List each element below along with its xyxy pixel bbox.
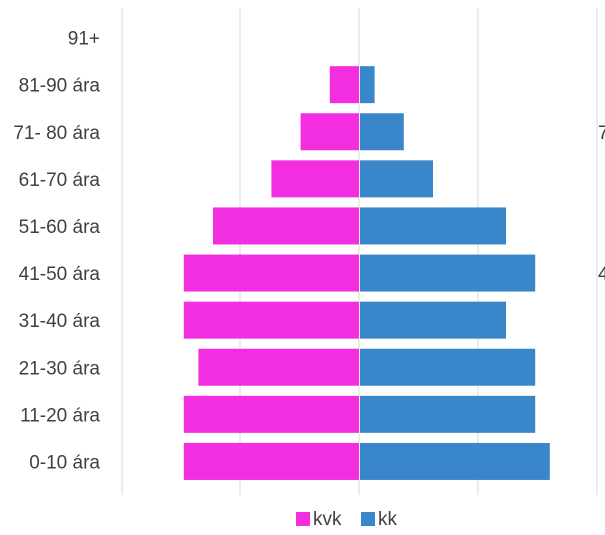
legend: kvk kk <box>296 509 398 530</box>
legend-label-kk: kk <box>378 509 398 530</box>
category-label: 41-50 ára <box>19 264 101 285</box>
bar-kk-1 <box>360 66 375 104</box>
category-label: 11-20 ára <box>20 405 100 426</box>
category-label: 0-10 ára <box>29 452 100 473</box>
category-label: 51-60 ára <box>19 217 101 238</box>
clipped-label: 4 <box>598 264 605 285</box>
category-label: 61-70 ára <box>19 170 101 191</box>
category-label: 31-40 ára <box>19 311 101 332</box>
bar-kvk-9 <box>183 442 359 480</box>
bar-kvk-7 <box>198 348 359 386</box>
bar-kk-4 <box>360 207 506 245</box>
bar-kk-6 <box>360 301 506 339</box>
bar-kvk-6 <box>183 301 359 339</box>
legend-label-kvk: kvk <box>313 509 342 530</box>
category-label: 81-90 ára <box>19 76 101 97</box>
bar-kk-9 <box>360 442 550 480</box>
bar-kk-5 <box>360 254 536 292</box>
category-label: 21-30 ára <box>19 358 101 379</box>
bar-kk-7 <box>360 348 536 386</box>
category-label: 91+ <box>68 29 100 50</box>
bar-kk-8 <box>360 395 536 433</box>
bar-kvk-8 <box>183 395 359 433</box>
bar-kvk-2 <box>300 113 359 151</box>
bar-kvk-5 <box>183 254 359 292</box>
bar-kvk-3 <box>271 160 359 198</box>
bar-kvk-1 <box>329 66 359 104</box>
legend-swatch-kk <box>361 512 375 526</box>
bar-kk-2 <box>360 113 404 151</box>
clipped-label: 7 <box>598 123 605 144</box>
bars <box>183 66 550 480</box>
legend-swatch-kvk <box>296 512 310 526</box>
bar-kvk-4 <box>213 207 359 245</box>
clipped-right-labels: 74 <box>598 123 605 285</box>
bar-kk-3 <box>360 160 433 198</box>
category-labels: 91+ 81-90 ára 71- 80 ára 61-70 ára 51-60 ára… <box>13 29 100 474</box>
category-label: 71- 80 ára <box>13 123 100 144</box>
